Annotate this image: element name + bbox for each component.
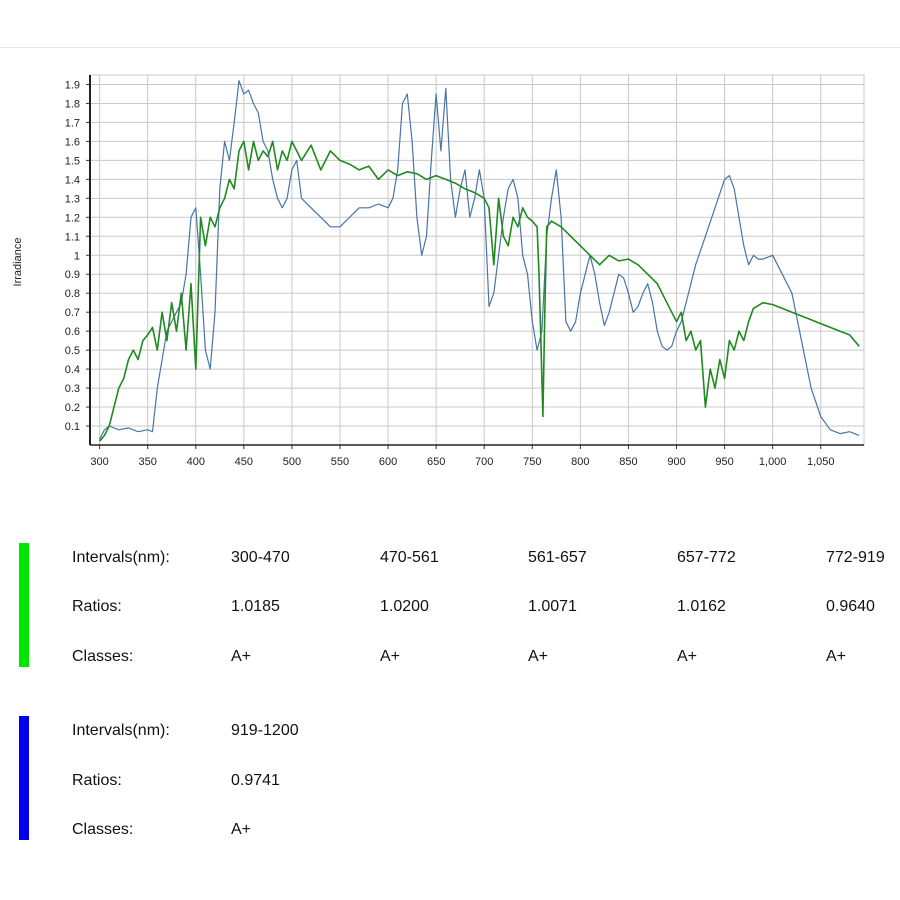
x-tick-label: 450 <box>235 456 253 468</box>
y-tick-label: 0.4 <box>65 364 80 376</box>
x-tick-label: 850 <box>619 456 637 468</box>
axes <box>86 75 864 449</box>
row-label-intervals: Intervals(nm): <box>72 549 170 566</box>
x-tick-label: 800 <box>571 456 589 468</box>
x-tick-label: 950 <box>715 456 733 468</box>
y-tick-label: 0.1 <box>65 421 80 433</box>
irradiance-chart: 300 350 400 450 500 550 600 650 700 750 800 850 900 9… <box>12 74 865 468</box>
ratio-cell: 0.9640 <box>826 598 875 615</box>
ratio-cell: 0.9741 <box>231 772 280 789</box>
row-label-intervals: Intervals(nm): <box>72 722 170 739</box>
x-tick-label: 1,000 <box>759 456 787 468</box>
ratio-cell: 1.0071 <box>528 598 577 615</box>
y-tick-label: 0.8 <box>65 288 80 300</box>
interval-cell: 772-919 <box>826 549 885 566</box>
x-tick-label: 300 <box>90 456 108 468</box>
series-line-green <box>98 140 860 442</box>
y-tick-label: 0.3 <box>65 383 80 395</box>
x-tick-label: 750 <box>523 456 541 468</box>
y-tick-label: 1.1 <box>65 231 80 243</box>
interval-cell: 657-772 <box>677 549 736 566</box>
interval-cell: 470-561 <box>380 549 439 566</box>
y-tick-label: 1.8 <box>65 98 80 110</box>
y-tick-label: 0.7 <box>65 307 80 319</box>
class-cell: A+ <box>528 648 549 665</box>
ratio-cell: 1.0162 <box>677 598 726 615</box>
ratio-cell: 1.0200 <box>380 598 429 615</box>
y-tick-label: 1 <box>74 250 80 262</box>
x-tick-label: 600 <box>379 456 397 468</box>
class-cell: A+ <box>826 648 847 665</box>
series-line-blue <box>99 80 860 440</box>
legend-bar-green <box>19 543 29 667</box>
x-tick-label: 400 <box>187 456 205 468</box>
y-tick-label: 0.5 <box>65 345 80 357</box>
y-tick-label: 1.2 <box>65 212 80 224</box>
series-lines <box>98 80 860 442</box>
y-tick-label: 1.9 <box>65 79 80 91</box>
interval-cell: 919-1200 <box>231 722 299 739</box>
y-tick-label: 0.2 <box>65 402 80 414</box>
x-tick-label: 350 <box>139 456 157 468</box>
x-tick-label: 900 <box>667 456 685 468</box>
x-tick-label: 550 <box>331 456 349 468</box>
y-tick-label: 1.6 <box>65 136 80 148</box>
x-tick-label: 700 <box>475 456 493 468</box>
class-cell: A+ <box>380 648 401 665</box>
row-label-classes: Classes: <box>72 648 134 665</box>
x-tick-label: 650 <box>427 456 445 468</box>
y-tick-label: 1.3 <box>65 193 80 205</box>
row-label-classes: Classes: <box>72 821 134 838</box>
class-cell: A+ <box>231 821 252 838</box>
ratio-cell: 1.0185 <box>231 598 280 615</box>
interval-cell: 561-657 <box>528 549 587 566</box>
legend-bar-blue <box>19 716 29 840</box>
plot-area <box>89 74 865 446</box>
x-tick-label: 1,050 <box>807 456 835 468</box>
row-label-ratios: Ratios: <box>72 598 122 615</box>
y-axis-label: Irradiance <box>12 238 24 287</box>
class-cell: A+ <box>231 648 252 665</box>
x-tick-label: 500 <box>283 456 301 468</box>
tick-labels: 300 350 400 450 500 550 600 650 700 750 800 850 900 9… <box>65 79 835 468</box>
y-tick-label: 0.6 <box>65 326 80 338</box>
class-cell: A+ <box>677 648 698 665</box>
top-divider <box>0 47 900 48</box>
y-tick-label: 1.7 <box>65 117 80 129</box>
grid <box>89 74 865 446</box>
y-tick-label: 1.4 <box>65 174 80 186</box>
y-tick-label: 0.9 <box>65 269 80 281</box>
y-tick-label: 1.5 <box>65 155 80 167</box>
row-label-ratios: Ratios: <box>72 772 122 789</box>
interval-cell: 300-470 <box>231 549 290 566</box>
